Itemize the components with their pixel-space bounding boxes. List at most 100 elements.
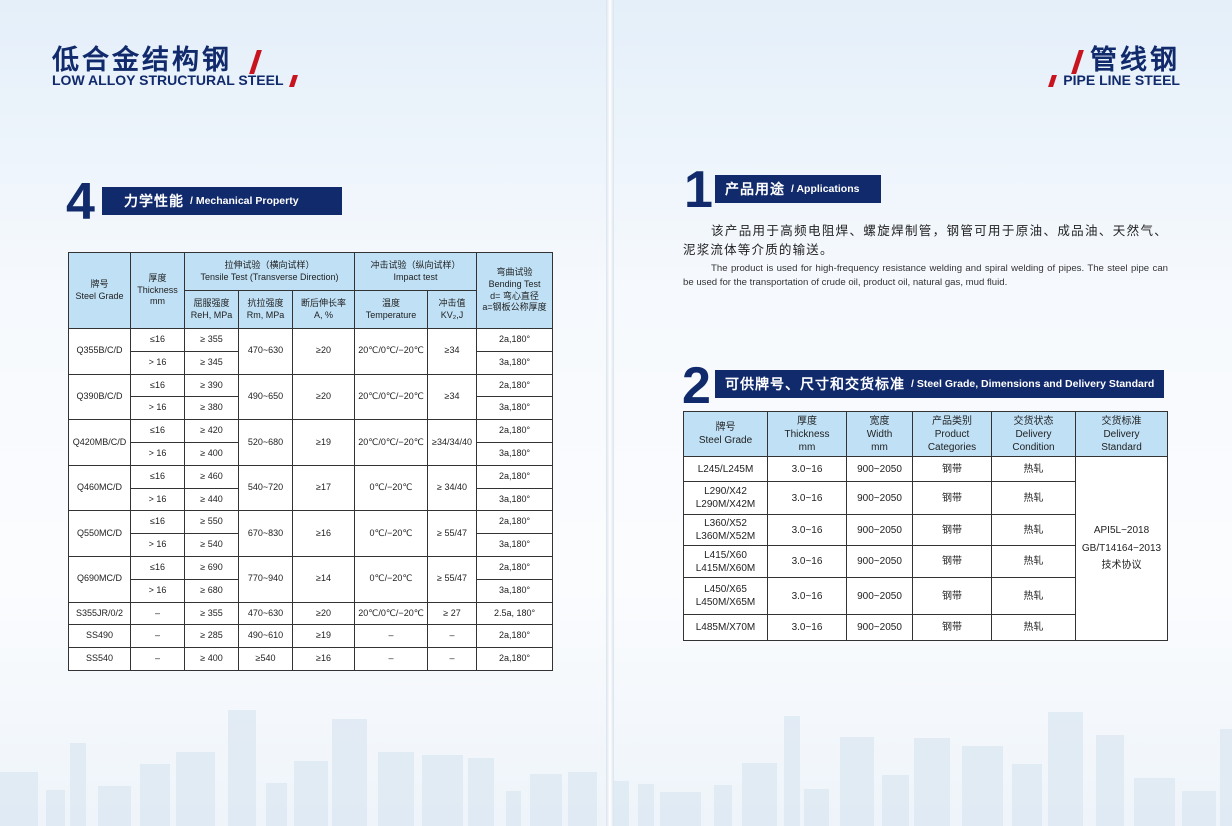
cell-reh: ≥ 345 <box>184 350 239 375</box>
cell-elongation: ≥16 <box>291 647 356 671</box>
cell-grade: L415/X60 L415M/X60M <box>683 545 768 578</box>
cell-category: 钢带 <box>912 614 992 641</box>
cell-grade: Q690MC/D <box>68 555 131 603</box>
building-silhouette <box>422 755 463 826</box>
cell-reh: ≥ 400 <box>184 647 239 671</box>
building-silhouette <box>46 790 65 826</box>
cell-thickness: 3.0~16 <box>767 545 847 578</box>
cell-thickness: 3.0~16 <box>767 481 847 515</box>
header-delivery-condition: 交货状态 Delivery Condition <box>991 411 1076 457</box>
cell-temperature: 20℃/0℃/−20℃ <box>354 373 429 421</box>
cell-grade: L485M/X70M <box>683 614 768 641</box>
cell-temperature: 20℃/0℃/−20℃ <box>354 328 429 375</box>
building-silhouette <box>638 784 654 826</box>
building-silhouette <box>1134 778 1175 826</box>
cell-temperature: 20℃/0℃/−20℃ <box>354 601 429 626</box>
cell-width: 900~2050 <box>846 481 913 515</box>
cell-grade: L245/L245M <box>683 456 768 482</box>
building-silhouette <box>784 716 800 826</box>
header-thickness: 厚度 Thickness mm <box>130 252 185 329</box>
cell-elongation: ≥20 <box>291 373 356 421</box>
building-silhouette <box>804 789 829 826</box>
header-impact-test: 冲击试验（纵向试样） Impact test <box>354 252 478 291</box>
cell-bending: 2a,180° <box>476 464 554 489</box>
header-delivery-standard: 交货标准 Delivery Standard <box>1075 411 1168 457</box>
cell-elongation: ≥19 <box>291 419 356 466</box>
header-tensile-test: 拉伸试验（横向试样） Tensile Test (Transverse Direc… <box>183 252 356 291</box>
cell-bending: 3a,180° <box>476 350 554 375</box>
cell-impact-value: ≥ 55/47 <box>427 555 478 603</box>
cell-rm: 490~650 <box>238 373 293 421</box>
building-silhouette <box>1096 735 1124 826</box>
building-silhouette <box>840 737 874 826</box>
cell-grade: L450/X65 L450M/X65M <box>683 577 768 615</box>
cell-elongation: ≥14 <box>291 555 356 603</box>
cell-reh: ≥ 440 <box>184 487 239 512</box>
cell-grade: L360/X52 L360M/X52M <box>683 514 768 546</box>
cell-bending: 2.5a, 180° <box>476 601 554 626</box>
table-row: Q550MC/D ≤16 ≥ 550 670~830 ≥16 0℃/−20℃ ≥ 55/47… <box>68 510 554 557</box>
cell-thickness: > 16 <box>130 396 185 421</box>
building-silhouette <box>266 783 287 826</box>
cell-rm: 670~830 <box>238 510 293 557</box>
cell-temperature: 0℃/−20℃ <box>354 510 429 557</box>
cell-impact-value: ≥34 <box>427 373 478 421</box>
cell-thickness: > 16 <box>130 578 185 603</box>
cell-condition: 热轧 <box>991 545 1076 578</box>
cell-thickness: ≤16 <box>130 510 185 535</box>
building-silhouette <box>1220 729 1232 826</box>
cell-impact-value: – <box>427 624 478 649</box>
cell-width: 900~2050 <box>846 577 913 615</box>
table-row: SS490– ≥ 285 490~610 ≥19– –2a,180° <box>68 624 554 649</box>
header-rm: 抗拉强度 Rm, MPa <box>238 290 293 329</box>
cell-impact-value: ≥ 34/40 <box>427 464 478 512</box>
cell-condition: 热轧 <box>991 456 1076 482</box>
header-steel-grade: 牌号 Steel Grade <box>68 252 131 329</box>
building-silhouette <box>714 785 732 826</box>
table-row: > 16 ≥ 540 3a,180° <box>69 533 554 557</box>
cell-width: 900~2050 <box>846 514 913 546</box>
table-row: SS540– ≥ 400 ≥540 ≥16– –2a,180° <box>68 647 554 671</box>
cell-reh: ≥ 355 <box>184 601 239 626</box>
cell-grade: S355JR/0/2 <box>68 601 131 626</box>
table-row: L415/X60 L415M/X60M 3.0~16 900~2050 钢带 热轧 <box>683 545 1168 578</box>
table-row: L290/X42 L290M/X42M 3.0~16 900~2050 钢带 热轧 <box>683 481 1168 515</box>
building-silhouette <box>70 743 86 826</box>
building-silhouette <box>228 710 256 826</box>
cell-temperature: – <box>354 624 429 649</box>
section-heading-applications: 产品用途 / Applications <box>715 175 881 203</box>
table-row: > 16 ≥ 680 3a,180° <box>69 578 554 603</box>
cell-impact-value: ≥ 55/47 <box>427 510 478 557</box>
cell-category: 钢带 <box>912 456 992 482</box>
cell-elongation: ≥19 <box>291 624 356 649</box>
building-silhouette <box>1048 712 1083 826</box>
page-title-en: PIPE LINE STEEL <box>1048 72 1180 88</box>
cell-rm: ≥540 <box>238 647 293 671</box>
cell-thickness: 3.0~16 <box>767 456 847 482</box>
cell-temperature: 20℃/0℃/−20℃ <box>354 419 429 466</box>
cell-bending: 3a,180° <box>476 533 554 557</box>
header-product-categories: 产品类别 Product Categories <box>912 411 992 457</box>
cell-grade: SS540 <box>68 647 131 671</box>
table-row: L245/L245M 3.0~16 900~2050 钢带 热轧 API5L−2018 GB… <box>683 456 1168 641</box>
cell-thickness: > 16 <box>130 533 185 557</box>
cell-bending: 2a,180° <box>476 373 554 398</box>
cell-condition: 热轧 <box>991 514 1076 546</box>
cell-thickness: ≤16 <box>130 419 185 443</box>
cell-grade: Q460MC/D <box>68 464 131 512</box>
building-silhouette <box>1012 764 1042 826</box>
cell-temperature: 0℃/−20℃ <box>354 464 429 512</box>
building-silhouette <box>1182 791 1216 826</box>
cell-reh: ≥ 420 <box>184 419 239 443</box>
header-impact-value: 冲击值 KV₂,J <box>427 290 478 329</box>
building-silhouette <box>98 786 131 826</box>
cell-condition: 热轧 <box>991 577 1076 615</box>
header-temperature: 温度 Temperature <box>354 290 429 329</box>
cell-bending: 3a,180° <box>476 441 554 466</box>
red-slash-icon <box>248 49 262 74</box>
cell-rm: 490~610 <box>238 624 293 649</box>
cell-condition: 热轧 <box>991 481 1076 515</box>
cell-elongation: ≥20 <box>291 601 356 626</box>
cell-bending: 2a,180° <box>476 419 554 443</box>
cell-reh: ≥ 550 <box>184 510 239 535</box>
